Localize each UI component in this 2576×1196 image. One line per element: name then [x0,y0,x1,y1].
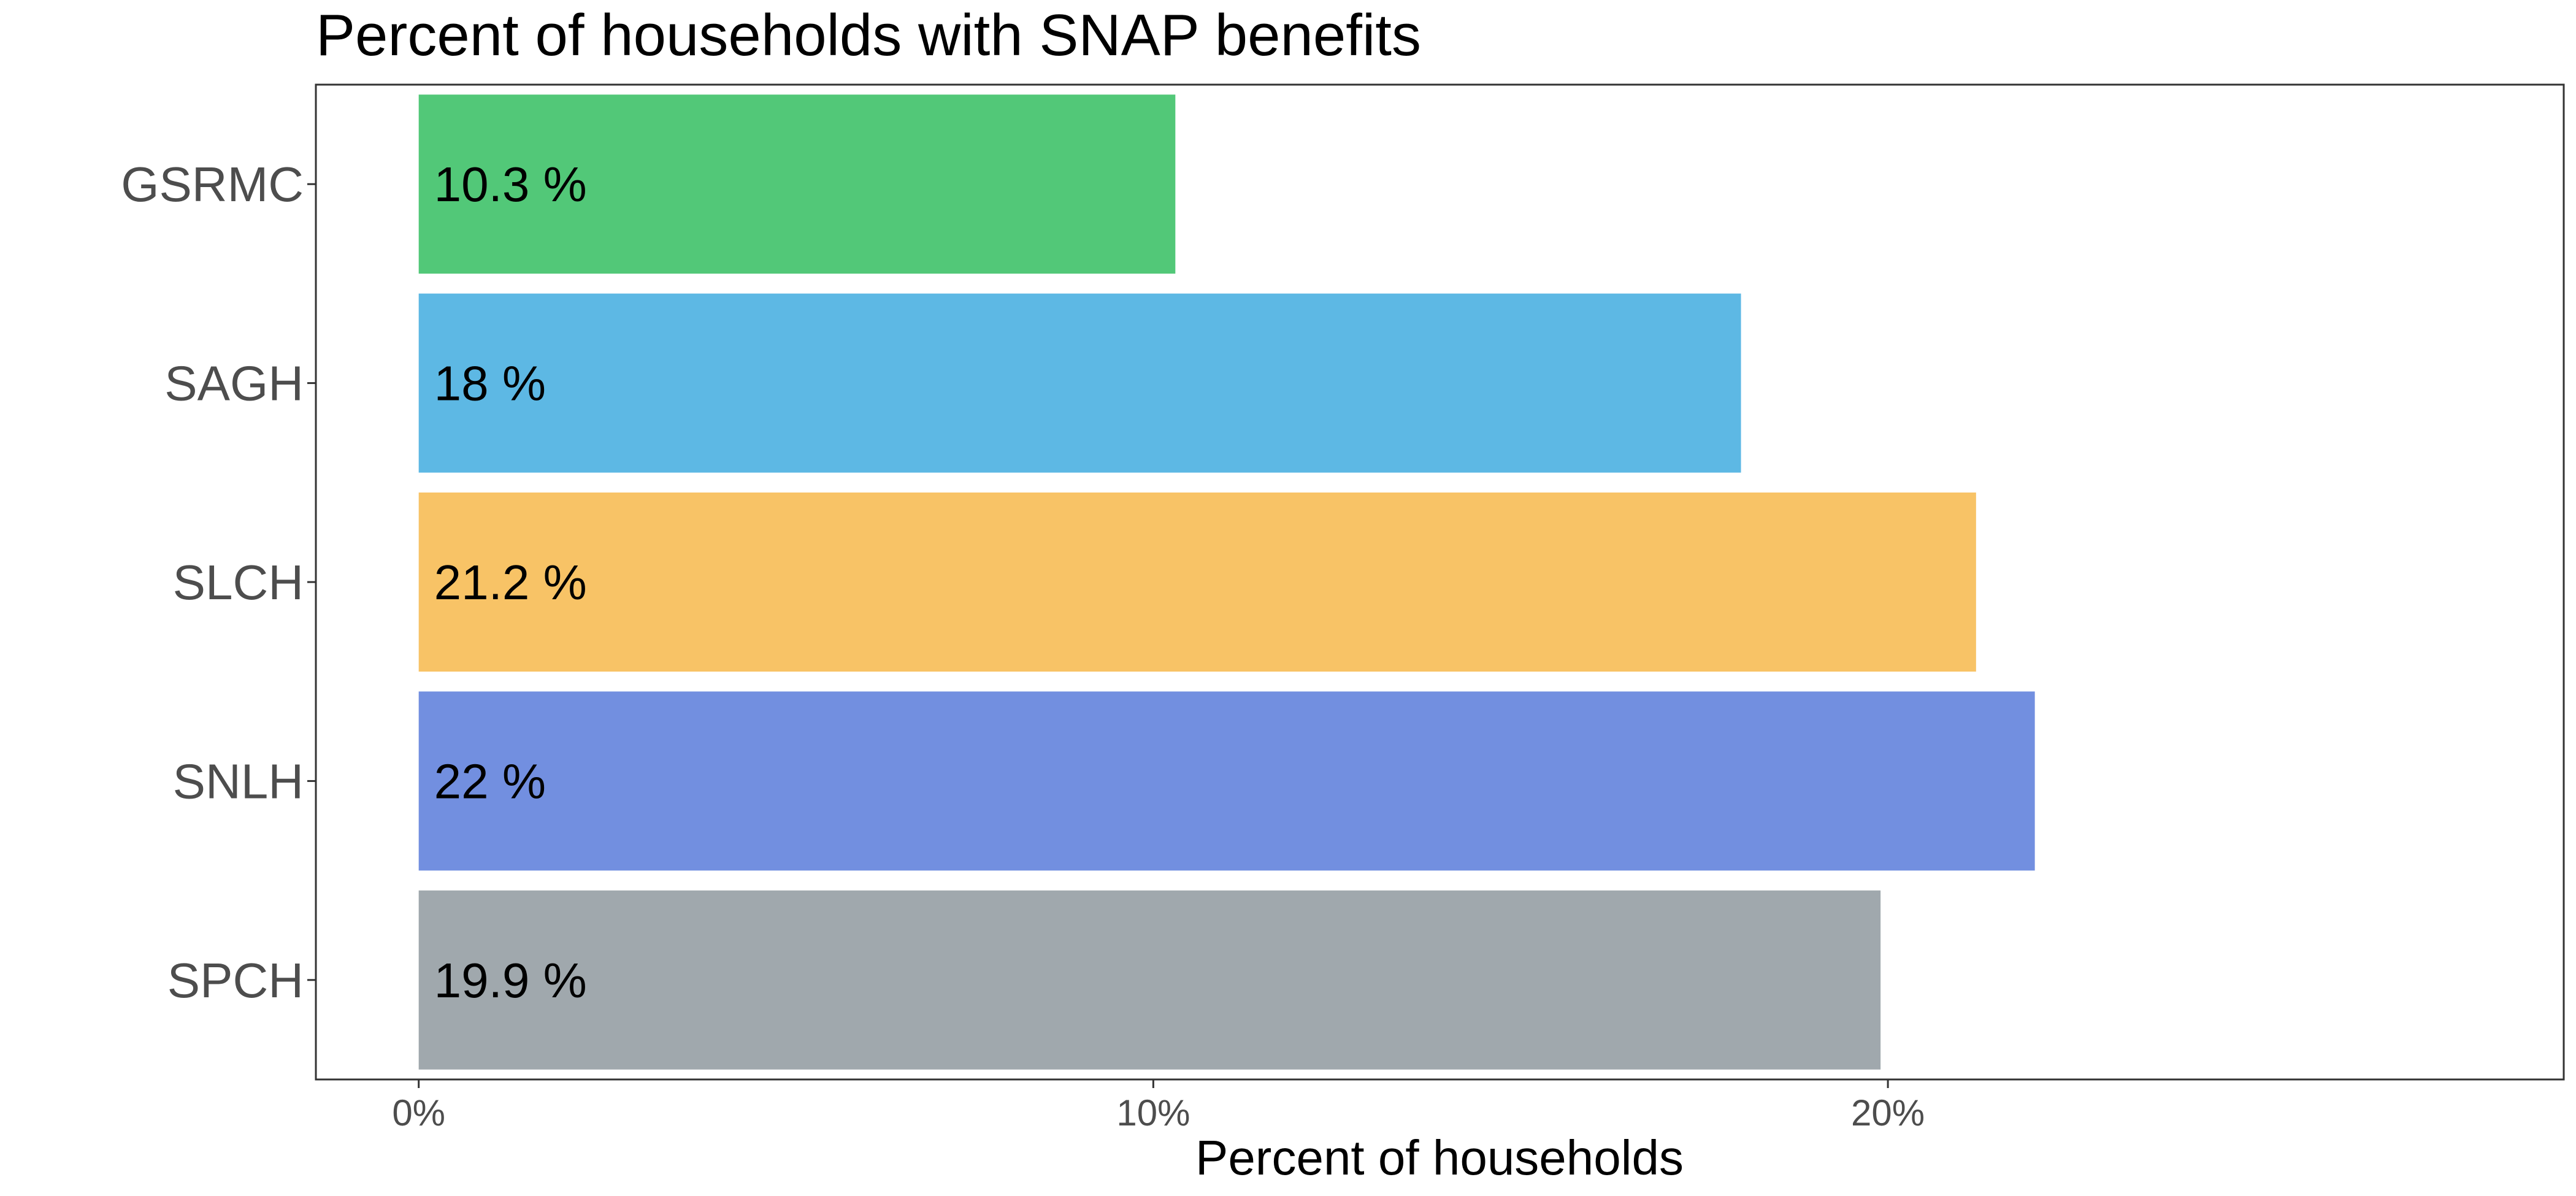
x-axis-title: Percent of households [1195,1130,1684,1185]
bar-spch [418,890,1881,1070]
data-label-sagh: 18 % [434,356,546,411]
bars-group: 10.3 % 18 % 21.2 % 22 % 19.9 % [418,94,2035,1070]
data-label-snlh: 22 % [434,754,546,808]
y-tick-label-spch: SPCH [167,953,304,1008]
bar-sagh [418,293,1741,473]
y-tick-label-slch: SLCH [173,555,304,610]
chart-title: Percent of households with SNAP benefits [316,2,1421,68]
y-axis: GSRMC SAGH SLCH SNLH SPCH [121,157,316,1008]
data-label-gsrmc: 10.3 % [434,157,587,212]
x-tick-label-10: 10% [1116,1092,1190,1133]
y-tick-label-sagh: SAGH [164,356,304,411]
bar-snlh [418,691,2035,871]
y-tick-label-snlh: SNLH [173,754,304,808]
x-tick-label-0: 0% [392,1092,445,1133]
bar-gsrmc [418,94,1176,274]
data-label-spch: 19.9 % [434,953,587,1008]
data-label-slch: 21.2 % [434,555,587,610]
bar-slch [418,493,1976,672]
y-tick-label-gsrmc: GSRMC [121,157,304,212]
x-tick-label-20: 20% [1851,1092,1925,1133]
x-axis: 0% 10% 20% [392,1079,1925,1133]
